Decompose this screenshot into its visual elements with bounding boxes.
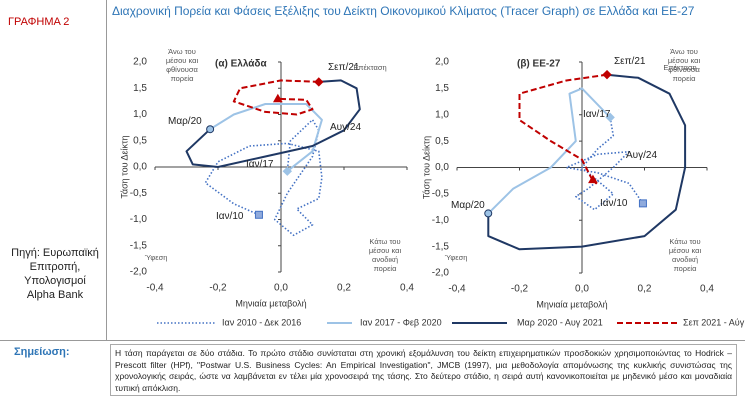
y-tick-label: 1,0 bbox=[133, 109, 147, 120]
x-tick-label: 0,2 bbox=[337, 283, 351, 294]
quadrant-label: Κάτω του μέσου και ανοδική πορεία bbox=[368, 237, 402, 273]
x-tick-label: 0,2 bbox=[638, 284, 652, 295]
y-tick-label: 1,0 bbox=[435, 109, 449, 120]
series-line bbox=[565, 117, 644, 211]
legend-label: Μαρ 2020 - Αυγ 2021 bbox=[517, 317, 603, 327]
y-tick-label: 0,5 bbox=[133, 135, 147, 146]
y-tick-label: -2,0 bbox=[432, 268, 450, 279]
series-line bbox=[232, 79, 319, 116]
series-line bbox=[185, 79, 361, 168]
quadrant-label: Ύφεση bbox=[144, 253, 168, 262]
y-axis-label: Τάση του Δείκτη bbox=[119, 135, 129, 198]
quadrant-label: Κάτω του μέσου και ανοδική πορεία bbox=[668, 237, 702, 273]
y-tick-label: 1,5 bbox=[133, 83, 147, 94]
point-marker bbox=[588, 174, 598, 184]
quadrant-label: Επέκταση bbox=[663, 63, 697, 72]
x-tick-label: -0,2 bbox=[511, 284, 529, 295]
y-tick-label: -0,5 bbox=[130, 188, 148, 199]
figure-title: Διαχρονική Πορεία και Φάσεις Εξέλιξης το… bbox=[112, 4, 695, 18]
legend-label: Σεπ 2021 - Αύγ 2024 bbox=[683, 317, 745, 327]
point-marker bbox=[314, 77, 324, 87]
series-line bbox=[209, 103, 323, 172]
y-tick-label: 2,0 bbox=[133, 57, 147, 68]
point-marker bbox=[206, 125, 215, 134]
point-label: Ιαν/17 bbox=[583, 109, 611, 120]
point-label: Μαρ/20 bbox=[451, 200, 485, 211]
x-tick-label: -0,4 bbox=[448, 284, 466, 295]
point-label: Μαρ/20 bbox=[168, 116, 202, 127]
x-tick-label: 0,4 bbox=[700, 284, 714, 295]
charts: -0,4 -0,2 0,0 0,2 0,4 -2,0 -1,5 -1,0 -0,5 0,0 0,5 1… bbox=[119, 57, 745, 328]
note-text: Η τάση παράγεται σε δύο στάδια. Το πρώτο… bbox=[110, 344, 737, 396]
point-marker bbox=[272, 93, 283, 103]
panel-title: (β) ΕΕ-27 bbox=[517, 59, 561, 70]
point-marker bbox=[602, 69, 612, 80]
y-tick-label: 0,5 bbox=[435, 136, 449, 147]
quadrant-label: Άνω του μέσου και φθίνουσα πορεία bbox=[667, 47, 701, 83]
chart-frame bbox=[106, 0, 745, 340]
divider bbox=[0, 340, 745, 341]
y-tick-label: 1,5 bbox=[435, 83, 449, 94]
series-line bbox=[487, 73, 687, 251]
note-label: Σημείωση: bbox=[14, 346, 70, 358]
quadrant-label: Άνω του μέσου και φθίνουσα πορεία bbox=[165, 47, 199, 83]
y-tick-label: -1,0 bbox=[130, 214, 148, 225]
quadrant-label: Επέκταση bbox=[353, 63, 387, 72]
y-tick-label: -1,5 bbox=[130, 240, 148, 251]
legend-label: Ιαν 2017 - Φεβ 2020 bbox=[360, 317, 442, 327]
point-label: Ιαν/10 bbox=[216, 211, 244, 222]
point-marker bbox=[484, 209, 493, 218]
point-label: Ιαν/10 bbox=[600, 198, 628, 209]
series-line bbox=[487, 87, 611, 215]
x-axis-label: Μηνιαία μεταβολή bbox=[235, 298, 306, 308]
y-tick-label: -1,0 bbox=[432, 215, 450, 226]
figure-label: ΓΡΑΦΗΜΑ 2 bbox=[8, 16, 70, 28]
point-marker bbox=[638, 199, 647, 208]
point-label: Σεπ/21 bbox=[614, 56, 646, 67]
point-label: Ιαν/17 bbox=[246, 159, 274, 170]
quadrant-label: Ύφεση bbox=[444, 253, 468, 262]
y-tick-label: 0,0 bbox=[133, 162, 147, 173]
panel-title: (α) Ελλάδα bbox=[215, 59, 267, 70]
point-marker bbox=[605, 112, 615, 123]
y-tick-label: 2,0 bbox=[435, 57, 449, 68]
x-tick-label: 0,0 bbox=[575, 284, 589, 295]
point-label: Αυγ/24 bbox=[330, 122, 362, 133]
y-tick-label: 0,0 bbox=[435, 162, 449, 173]
point-marker bbox=[282, 166, 293, 176]
x-tick-label: 0,0 bbox=[274, 283, 288, 294]
point-label: Σεπ/21 bbox=[328, 62, 360, 73]
y-tick-label: -1,5 bbox=[432, 241, 450, 252]
point-marker bbox=[254, 210, 263, 219]
x-tick-label: 0,4 bbox=[400, 283, 414, 294]
y-tick-label: -2,0 bbox=[130, 267, 148, 278]
y-axis-label: Τάση του Δείκτη bbox=[421, 136, 431, 199]
x-tick-label: -0,2 bbox=[209, 283, 227, 294]
x-tick-label: -0,4 bbox=[146, 283, 164, 294]
point-label: Αυγ/24 bbox=[626, 150, 658, 161]
y-tick-label: -0,5 bbox=[432, 189, 450, 200]
source: Πηγή: Ευρωπαϊκή Επιτροπή, Υπολογισμοί Al… bbox=[11, 247, 99, 301]
legend-label: Ιαν 2010 - Δεκ 2016 bbox=[222, 317, 301, 327]
x-axis-label: Μηνιαία μεταβολή bbox=[536, 299, 607, 309]
